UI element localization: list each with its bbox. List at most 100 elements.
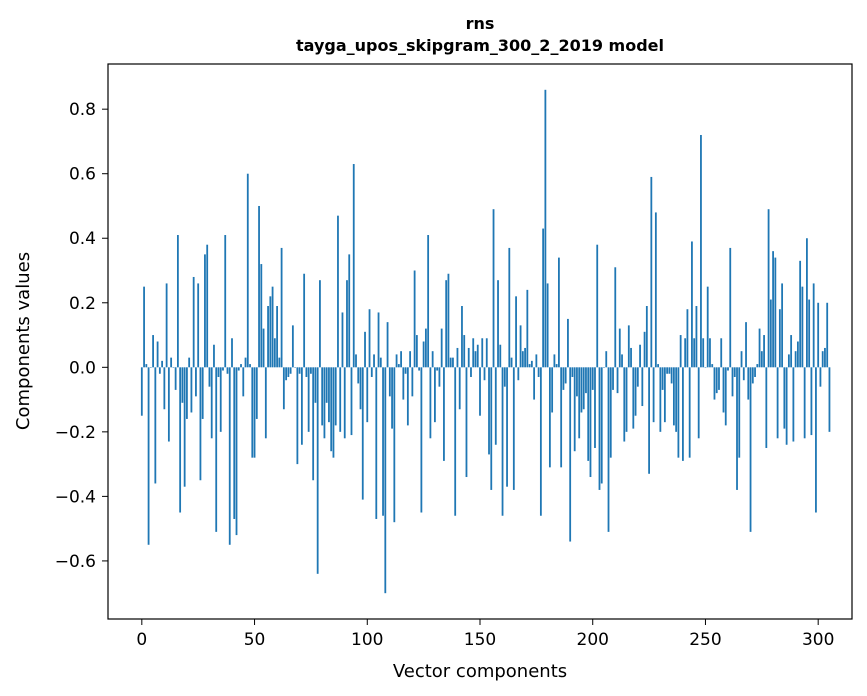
bar (337, 215, 339, 368)
bar (276, 306, 278, 368)
bar (186, 367, 188, 419)
bar (682, 367, 684, 461)
bar (537, 367, 540, 377)
bar (273, 338, 276, 368)
bar (364, 331, 366, 368)
bar (154, 367, 157, 484)
bar (546, 283, 549, 368)
bar (233, 367, 236, 519)
chart-title: rns (466, 14, 495, 33)
bar (262, 328, 265, 368)
bar (792, 367, 795, 442)
bar (555, 364, 558, 368)
bar (197, 283, 200, 368)
bar (733, 367, 736, 377)
bar (449, 357, 452, 368)
bar (476, 344, 479, 368)
bar (790, 335, 793, 368)
bar (249, 364, 251, 368)
bar (785, 367, 788, 445)
bar (458, 367, 461, 410)
bar (663, 367, 666, 423)
bar (774, 257, 777, 368)
bar (594, 367, 596, 448)
bar (280, 247, 283, 368)
bar (720, 338, 723, 368)
bar (821, 351, 824, 368)
bar (652, 367, 655, 423)
bar (702, 338, 705, 368)
bar (237, 367, 240, 371)
bar (440, 328, 443, 368)
bar (174, 367, 177, 390)
bar (140, 367, 143, 416)
bar (747, 367, 750, 400)
bar (172, 367, 175, 368)
bar (670, 367, 673, 384)
bar (465, 367, 468, 478)
bar (709, 338, 711, 368)
bar (722, 367, 725, 413)
y-axis-label: Components values (13, 252, 34, 430)
bar (612, 367, 614, 390)
bar (639, 344, 641, 368)
bar (427, 235, 430, 368)
bar (355, 354, 357, 368)
bar (393, 367, 396, 523)
bar (796, 341, 799, 368)
bar (824, 347, 826, 368)
bar (600, 367, 603, 484)
bar (781, 283, 784, 368)
bar (152, 335, 154, 368)
bar (361, 367, 364, 500)
bar (436, 367, 439, 371)
bar (591, 367, 594, 390)
bar (659, 367, 662, 432)
y-axis-ticks: −0.6 −0.4 −0.2 0.0 0.2 0.4 0.6 0.8 (55, 100, 108, 572)
bar (508, 247, 511, 368)
x-tick-label: 300 (802, 630, 834, 650)
bar (731, 367, 734, 397)
bar (341, 312, 344, 368)
bar (596, 244, 599, 368)
bar (560, 367, 563, 468)
bar (542, 228, 545, 368)
bar (632, 367, 635, 429)
bar (742, 367, 745, 381)
bar (810, 367, 813, 436)
bar (328, 367, 330, 423)
bar (310, 367, 312, 374)
x-tick-label: 50 (244, 630, 266, 650)
bar (828, 367, 831, 432)
bar (510, 357, 513, 368)
bar (228, 367, 231, 545)
bar (461, 306, 463, 368)
bar (179, 367, 182, 513)
bar (246, 173, 249, 368)
bar (404, 367, 407, 374)
bar (406, 367, 409, 426)
bar (751, 367, 754, 384)
bar (621, 354, 623, 368)
bar (758, 328, 761, 368)
bar (695, 306, 698, 368)
bar (776, 367, 779, 439)
bar (769, 299, 772, 368)
bar (650, 176, 653, 368)
bar (231, 338, 233, 368)
bar (481, 338, 484, 368)
bar (206, 244, 209, 368)
bar (316, 367, 319, 574)
bar (379, 357, 382, 368)
bar (693, 338, 696, 368)
bar (339, 367, 342, 432)
bar (409, 351, 412, 368)
bar (348, 254, 351, 368)
bar (715, 367, 718, 394)
bar (158, 367, 161, 374)
bar (377, 312, 380, 368)
bar (384, 367, 387, 594)
bar (625, 367, 628, 432)
bar (424, 328, 427, 368)
